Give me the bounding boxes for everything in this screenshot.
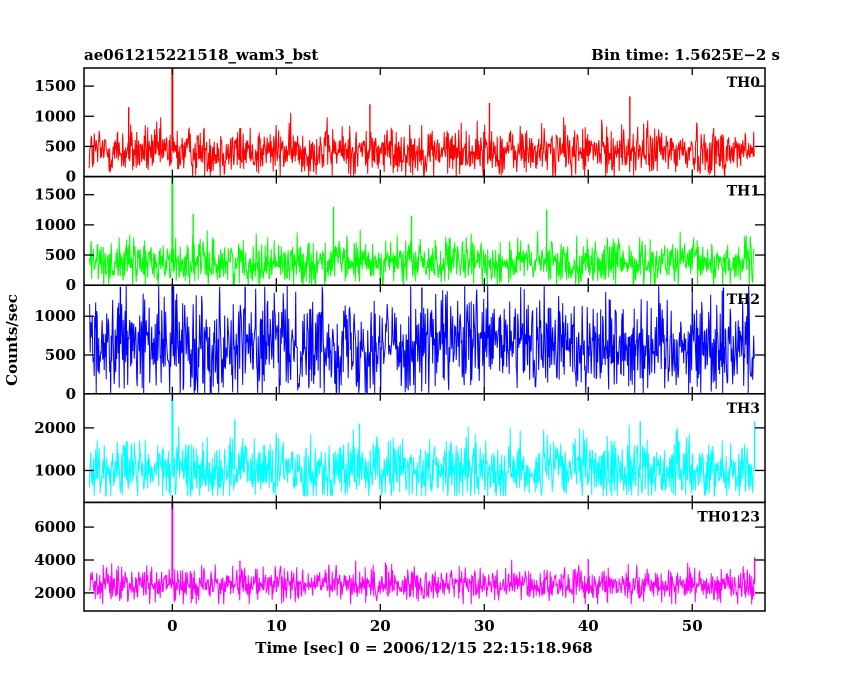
panel-frame-th0123 [83, 501, 766, 612]
series-th2 [88, 285, 755, 396]
y-tick-label-th1: 500 [45, 246, 76, 264]
x-tick-label: 10 [266, 617, 287, 635]
x-tick-label: 30 [474, 617, 495, 635]
series-th0123 [88, 559, 755, 605]
series-th3 [88, 424, 755, 497]
x-tick-label: 0 [167, 617, 177, 635]
y-tick-label-th1: 1000 [34, 216, 76, 234]
y-tick-label-th0123: 2000 [34, 584, 76, 602]
x-tick-label: 50 [682, 617, 703, 635]
chart-title-right: Bin time: 1.5625E−2 s [591, 46, 780, 64]
x-tick-label: 40 [578, 617, 599, 635]
y-tick-label-th0123: 6000 [34, 518, 76, 536]
y-tick-label-th2: 0 [66, 385, 76, 403]
series-th0 [88, 112, 755, 178]
chart-title-left: ae061215221518_wam3_bst [84, 46, 318, 64]
panel-label-th1: TH1 [727, 184, 760, 200]
x-axis-label: Time [sec] 0 = 2006/12/15 22:15:18.968 [255, 639, 592, 657]
y-axis-label: Counts/sec [3, 294, 21, 386]
y-tick-label-th1: 1500 [34, 186, 76, 204]
y-tick-label-th2: 500 [45, 346, 76, 364]
y-tick-label-th0: 1500 [34, 77, 76, 95]
panel-th2: 0 500 1000 TH2 [34, 284, 766, 403]
y-tick-label-th1: 0 [66, 276, 76, 294]
y-tick-label-th0: 500 [45, 137, 76, 155]
y-tick-label-th3: 2000 [34, 419, 76, 437]
panel-label-th0123: TH0123 [697, 509, 760, 525]
y-tick-label-th0: 0 [66, 168, 76, 186]
y-tick-label-th0123: 4000 [34, 551, 76, 569]
panel-label-th2: TH2 [727, 292, 760, 308]
series-th1 [88, 229, 755, 286]
panel-label-th0: TH0 [727, 75, 761, 91]
panel-th1: 0 500 1000 1500 TH1 [34, 175, 766, 294]
x-tick-label: 20 [370, 617, 391, 635]
panel-label-th3: TH3 [727, 401, 760, 417]
panel-th3: 1000 2000 TH3 [34, 393, 766, 504]
y-tick-label-th2: 1000 [34, 307, 76, 325]
y-tick-label-th0: 1000 [34, 107, 76, 125]
panel-th0123: 2000 4000 6000 TH0123 [34, 501, 766, 612]
panel-th0: 0 500 1000 1500 TH0 [34, 67, 766, 186]
y-tick-label-th3: 1000 [34, 461, 76, 479]
